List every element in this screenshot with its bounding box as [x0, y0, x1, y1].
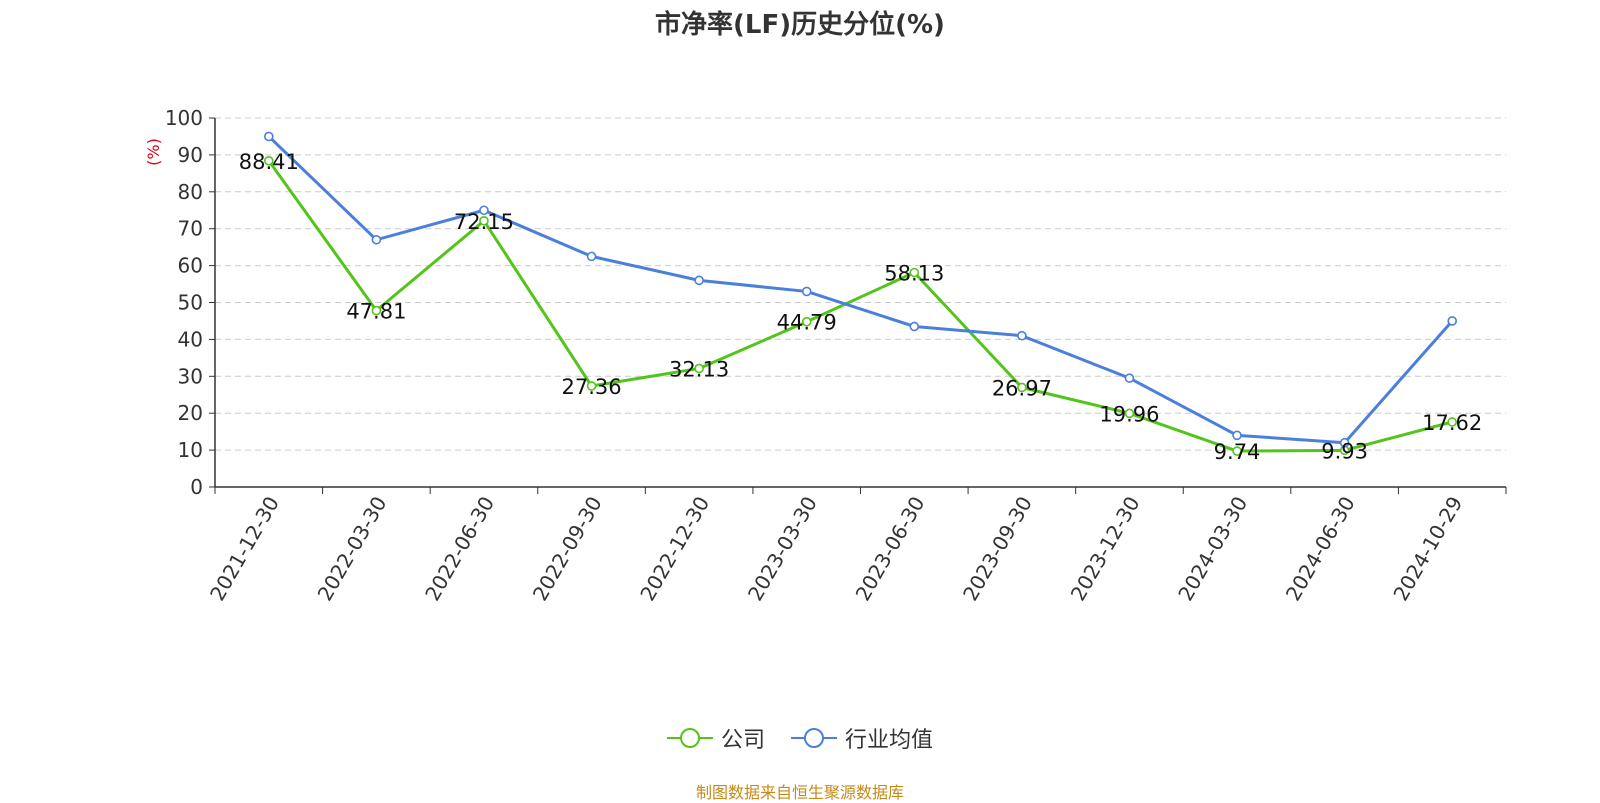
company-data-label: 27.36 [561, 375, 621, 399]
x-tick-label: 2024-10-29 [1388, 492, 1467, 605]
company-data-label: 26.97 [992, 376, 1052, 400]
source-note: 制图数据来自恒生聚源数据库 [695, 783, 904, 802]
data-labels: 88.41 47.81 72.15 27.36 32.13 44.79 58.13 26.97… [239, 150, 1483, 464]
industry-point [479, 205, 489, 216]
legend-item-industry[interactable]: 行业均值 [791, 722, 933, 754]
y-tick-label: 90 [178, 143, 203, 167]
company-data-label: 9.93 [1321, 439, 1368, 463]
y-tick-label: 60 [178, 254, 203, 278]
y-tick-label: 70 [178, 217, 203, 241]
x-tick-label: 2024-06-30 [1281, 492, 1360, 605]
company-data-label: 17.62 [1422, 411, 1482, 435]
x-tick-label: 2023-06-30 [850, 492, 929, 605]
legend-company-label: 公司 [720, 728, 765, 753]
company-data-label: 44.79 [777, 311, 837, 335]
y-tick-label: 10 [178, 438, 203, 462]
industry-point [263, 131, 274, 142]
y-tick-label: 50 [178, 291, 203, 315]
company-data-label: 47.81 [346, 300, 406, 324]
industry-point [694, 275, 704, 286]
legend-company-icon [666, 728, 713, 748]
industry-point [1232, 430, 1242, 441]
legend-industry-icon [791, 728, 837, 748]
company-point [1232, 446, 1242, 456]
company-point [479, 215, 489, 226]
x-tick-label: 2022-03-30 [313, 492, 392, 605]
legend-item-company[interactable]: 公司 [666, 722, 765, 754]
company-data-label: 9.74 [1214, 440, 1261, 464]
company-point [909, 267, 920, 278]
industry-point [1017, 330, 1027, 341]
company-data-label: 72.15 [454, 210, 514, 234]
legend: 公司 行业均值 [0, 722, 1600, 754]
y-tick-label: 20 [178, 401, 203, 425]
company-point [371, 305, 382, 316]
company-data-label: 88.41 [239, 150, 299, 174]
industry-point [1339, 437, 1350, 448]
company-point [801, 316, 812, 327]
x-tick-label: 2022-12-30 [635, 492, 714, 605]
industry-point [371, 234, 382, 245]
x-tick-label: 2022-06-30 [420, 492, 499, 605]
legend-industry-label: 行业均值 [845, 728, 934, 753]
industry-point [1124, 373, 1135, 383]
y-tick-label: 40 [178, 327, 203, 351]
y-tick-label: 0 [190, 475, 203, 499]
y-axis-unit-label: (%) [144, 138, 163, 166]
x-tick-label: 2023-09-30 [958, 492, 1037, 605]
industry-line [267, 135, 1454, 445]
x-tick-label: 2022-09-30 [528, 492, 607, 605]
y-tick-label: 30 [178, 364, 203, 388]
company-data-label: 32.13 [669, 357, 729, 381]
x-tick-label: 2023-12-30 [1066, 492, 1145, 605]
x-tick-label: 2021-12-30 [205, 492, 284, 605]
company-line [267, 159, 1453, 453]
company-point [694, 363, 704, 374]
company-point [586, 381, 597, 391]
x-tick-label: 2024-03-30 [1173, 492, 1252, 605]
x-tick-label: 2023-03-30 [743, 492, 822, 605]
company-point [263, 155, 274, 166]
industry-point [801, 286, 812, 297]
industry-point [1447, 316, 1458, 326]
company-data-label: 19.96 [1099, 402, 1159, 426]
grid-lines [215, 117, 1506, 451]
series [263, 131, 1458, 456]
axes: 0 10 20 30 40 50 60 70 80 90 100(%) 2021-12-30 2022-… [144, 106, 1507, 605]
company-point [1017, 382, 1027, 393]
industry-point [586, 251, 597, 262]
company-point [1124, 408, 1135, 419]
company-data-label: 58.13 [884, 262, 944, 286]
company-point [1447, 417, 1458, 427]
y-tick-label: 80 [178, 180, 203, 204]
chart-title: 市净率(LF)历史分位(%) [655, 10, 945, 40]
industry-point [909, 321, 920, 332]
y-tick-label: 100 [165, 106, 203, 130]
